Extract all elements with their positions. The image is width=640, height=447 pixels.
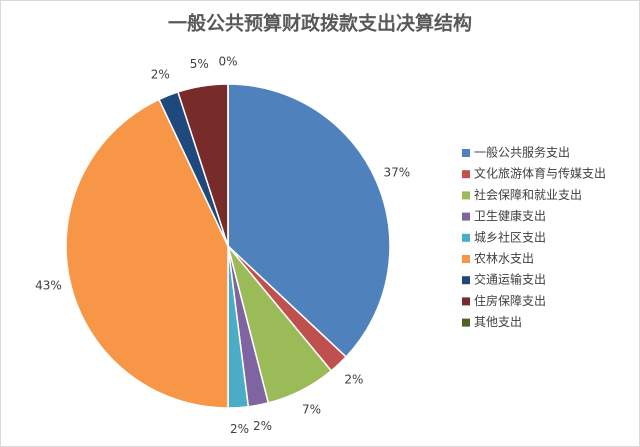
legend-label: 其他支出 (474, 315, 522, 329)
legend-label: 一般公共服务支出 (474, 145, 570, 160)
legend-swatch (462, 212, 470, 221)
data-label: 43% (35, 279, 62, 293)
data-label: 2% (253, 419, 272, 433)
legend-label: 住房保障支出 (474, 293, 546, 308)
data-label: 2% (230, 422, 249, 436)
legend-swatch (462, 149, 470, 157)
data-label: 5% (190, 57, 209, 71)
legend-label: 文化旅游体育与传媒支出 (474, 166, 606, 181)
legend-label: 农林水支出 (474, 252, 534, 266)
legend-swatch (462, 255, 470, 263)
legend-label: 卫生健康支出 (474, 208, 546, 223)
chart-title: 一般公共预算财政拨款支出决算结构 (168, 12, 472, 35)
legend-swatch (462, 170, 470, 179)
legend-swatch (462, 276, 470, 285)
data-label: 7% (302, 402, 321, 416)
legend-swatch (462, 318, 470, 327)
legend-swatch (462, 297, 470, 306)
legend-label: 交通运输支出 (474, 272, 546, 287)
legend-swatch (462, 233, 470, 242)
legend-swatch (462, 191, 470, 200)
data-label: 0% (218, 55, 237, 69)
data-label: 37% (384, 165, 411, 179)
legend-label: 社会保障和就业支出 (474, 187, 582, 202)
data-label: 2% (151, 67, 170, 81)
legend-label: 城乡社区支出 (474, 229, 546, 244)
data-label: 2% (344, 373, 363, 387)
pie-slice (65, 98, 229, 409)
pie-slice (227, 83, 391, 358)
